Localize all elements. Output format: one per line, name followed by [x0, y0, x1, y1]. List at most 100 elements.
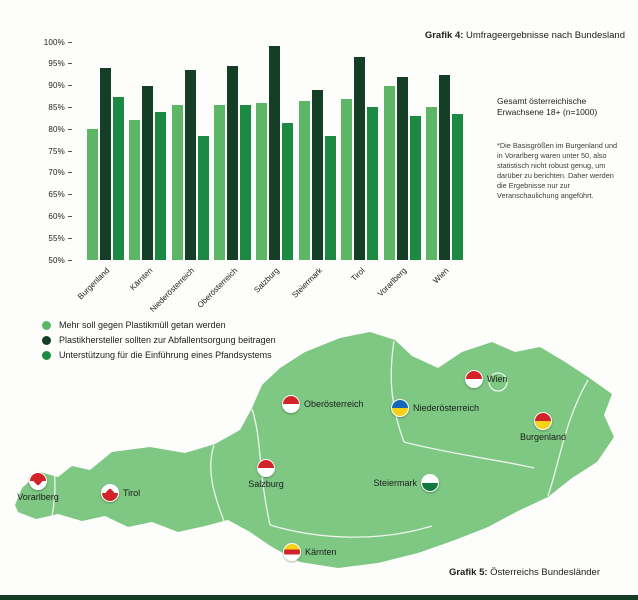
x-axis-label-text: Salzburg: [252, 266, 282, 295]
legend-label: Unterstützung für die Einführung eines P…: [59, 350, 272, 360]
bar: [439, 74, 451, 260]
x-axis-label-text: Burgenland: [76, 266, 112, 302]
x-axis-label: Vorarlberg: [376, 264, 423, 320]
bar: [409, 116, 421, 260]
legend-label: Plastikhersteller sollten zur Abfallents…: [59, 335, 276, 345]
y-tick-label: 90%: [48, 81, 65, 91]
y-tick: 75%: [48, 146, 72, 156]
x-axis-label-text: Wien: [431, 266, 452, 286]
y-tick-label: 100%: [43, 37, 65, 47]
bar-group: [339, 42, 381, 260]
x-axis-label: Oberösterreich: [195, 264, 253, 320]
y-tick-mark: [68, 85, 72, 87]
y-tick-mark: [68, 63, 72, 65]
y-tick-mark: [68, 259, 72, 261]
bar-group: [169, 42, 211, 260]
austria-map: [15, 332, 614, 568]
bar: [452, 113, 464, 260]
y-tick: 80%: [48, 124, 72, 134]
bar: [383, 85, 395, 260]
bar: [197, 135, 209, 260]
y-tick: 55%: [48, 233, 72, 243]
x-axis-label-text: Vorarlberg: [376, 266, 409, 299]
bar-group: [424, 42, 466, 260]
bar-group: [84, 42, 126, 260]
bar: [184, 70, 196, 260]
bar-group: [211, 42, 253, 260]
bar: [354, 57, 366, 260]
sample-note: Gesamt österreichische Erwachsene 18+ (n…: [497, 96, 598, 118]
y-tick-label: 70%: [48, 168, 65, 178]
bar-group: [126, 42, 168, 260]
bar-chart: 100% 95% 90% 85% 80% 75% 70% 65% 60% 55% 50% Burge…: [28, 30, 478, 320]
y-tick-label: 50%: [48, 255, 65, 265]
bar: [367, 107, 379, 260]
y-tick-mark: [68, 215, 72, 217]
bar: [298, 100, 310, 260]
map-title: Grafik 5: Österreichs Bundesländer: [449, 567, 600, 578]
legend-item: Mehr soll gegen Plastikmüll getan werden: [42, 320, 276, 330]
y-tick-mark: [68, 237, 72, 239]
y-tick: 70%: [48, 168, 72, 178]
map-title-prefix: Grafik 5:: [448, 567, 488, 578]
x-axis-label-text: Tirol: [349, 266, 367, 284]
legend-dot-icon: [42, 320, 51, 330]
state-borders: [51, 340, 589, 538]
legend-item: Unterstützung für die Einführung eines P…: [42, 350, 276, 360]
y-tick-label: 55%: [48, 233, 65, 243]
y-tick: 65%: [48, 190, 72, 200]
x-axis-label: Wien: [424, 264, 466, 320]
bar: [155, 111, 167, 260]
y-tick-label: 60%: [48, 211, 65, 221]
legend-dot-icon: [42, 350, 51, 360]
x-axis-label-text: Kärnten: [127, 266, 155, 293]
y-tick-mark: [68, 172, 72, 174]
bar: [396, 76, 408, 260]
x-axis-label: Tirol: [339, 264, 381, 320]
bar: [171, 105, 183, 260]
x-axis-label: Burgenland: [76, 264, 126, 320]
y-axis: 100% 95% 90% 85% 80% 75% 70% 65% 60% 55% 50%: [28, 38, 72, 265]
legend: Mehr soll gegen Plastikmüll getan werden…: [42, 320, 276, 360]
map-title-rest: Österreichs Bundesländer: [487, 567, 600, 578]
bar: [324, 135, 336, 260]
y-tick: 60%: [48, 211, 72, 221]
bar-plot: [84, 42, 466, 260]
bar: [269, 46, 281, 260]
y-tick: 100%: [44, 37, 72, 47]
bar: [311, 89, 323, 260]
legend-item: Plastikhersteller sollten zur Abfallents…: [42, 335, 276, 345]
x-axis-labels: Burgenland Kärnten Niederösterreich Oberöst…: [76, 264, 466, 320]
y-tick-label: 95%: [48, 59, 65, 69]
bar: [227, 65, 239, 260]
bar: [142, 85, 154, 260]
y-tick: 90%: [48, 81, 72, 91]
bar-group: [296, 42, 338, 260]
footnote: *Die Basisgrößen im Burgenland und in Vo…: [497, 141, 618, 201]
y-tick-label: 85%: [48, 102, 65, 112]
bar: [282, 122, 294, 260]
y-tick-label: 75%: [48, 146, 65, 156]
bar: [426, 107, 438, 260]
x-axis-label: Steiermark: [290, 264, 338, 320]
y-tick-mark: [68, 194, 72, 196]
bar-group: [254, 42, 296, 260]
bar: [256, 103, 268, 260]
y-tick-mark: [68, 41, 72, 43]
y-tick: 95%: [48, 59, 72, 69]
bar: [112, 96, 124, 260]
legend-label: Mehr soll gegen Plastikmüll getan werden: [59, 320, 226, 330]
chart-title-rest: Umfrageergebnisse nach Bundesland: [463, 30, 625, 41]
austria-outline: [15, 332, 614, 568]
legend-dot-icon: [42, 335, 51, 345]
bar: [240, 105, 252, 260]
bar: [341, 98, 353, 260]
bar: [214, 105, 226, 260]
y-tick: 85%: [48, 102, 72, 112]
y-tick-mark: [68, 128, 72, 130]
bar: [129, 120, 141, 260]
chart-title-prefix: Grafik 4:: [424, 30, 464, 41]
y-tick-label: 65%: [48, 190, 65, 200]
bar-group: [381, 42, 423, 260]
